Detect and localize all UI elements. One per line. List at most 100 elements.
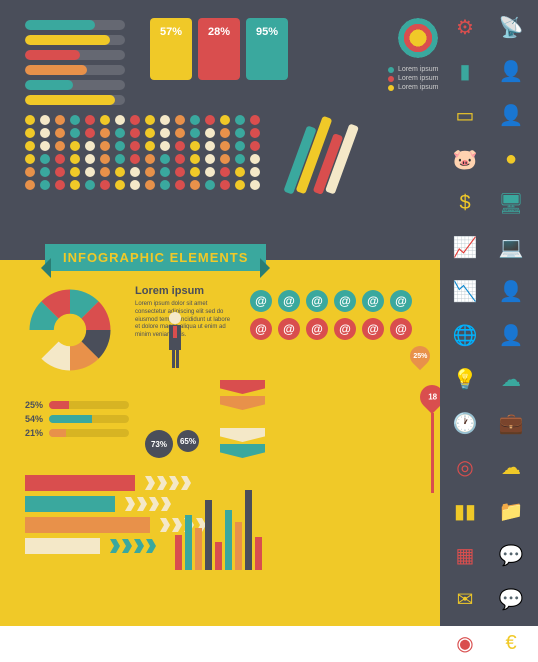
matrix-dot	[205, 167, 215, 177]
matrix-dot	[250, 167, 260, 177]
matrix-dot	[100, 115, 110, 125]
percent-bars: 25%54%21%	[25, 400, 129, 442]
matrix-dot	[130, 167, 140, 177]
person-icon: 👤	[492, 96, 530, 134]
matrix-dot	[55, 154, 65, 164]
businessman-icon	[160, 310, 190, 370]
at-icon: @	[278, 318, 300, 340]
matrix-dot	[70, 180, 80, 190]
infographic-canvas: 57%28%95% Lorem ipsumLorem ipsumLorem ip…	[0, 0, 538, 626]
matrix-dot	[85, 167, 95, 177]
matrix-dot	[100, 128, 110, 138]
dollar-icon: $	[446, 184, 484, 222]
matrix-dot	[160, 128, 170, 138]
matrix-dot	[205, 128, 215, 138]
matrix-dot	[100, 167, 110, 177]
matrix-dot	[40, 154, 50, 164]
matrix-dot	[250, 128, 260, 138]
hbar-item	[25, 95, 125, 105]
banner-text: INFOGRAPHIC ELEMENTS	[45, 244, 266, 271]
matrix-dot	[115, 141, 125, 151]
matrix-dot	[70, 115, 80, 125]
euro-icon: €	[492, 624, 530, 662]
matrix-dot	[160, 154, 170, 164]
aperture-donut	[25, 285, 115, 375]
matrix-dot	[145, 115, 155, 125]
matrix-dot	[85, 154, 95, 164]
chevron-stack	[220, 380, 265, 460]
at-icon: @	[362, 318, 384, 340]
at-icon: @	[334, 290, 356, 312]
matrix-dot	[205, 180, 215, 190]
wifi-icon: ◉	[446, 624, 484, 662]
matrix-dot	[25, 180, 35, 190]
chevron	[220, 380, 265, 394]
matrix-dot	[160, 180, 170, 190]
chevron	[220, 412, 265, 426]
matrix-dot	[205, 141, 215, 151]
matrix-dot	[130, 154, 140, 164]
at-icon: @	[306, 290, 328, 312]
bubble-icon: 💬	[492, 580, 530, 618]
folder-icon: 📁	[492, 492, 530, 530]
pct-bubble: 65%	[177, 430, 199, 452]
vbar	[255, 537, 262, 570]
matrix-dot	[25, 141, 35, 151]
matrix-dot	[40, 180, 50, 190]
matrix-dot	[190, 167, 200, 177]
matrix-dot	[205, 115, 215, 125]
horizontal-bars-chart	[25, 20, 125, 110]
matrix-dot	[220, 128, 230, 138]
matrix-dot	[175, 154, 185, 164]
matrix-dot	[160, 115, 170, 125]
at-icon: @	[250, 318, 272, 340]
at-icon: @	[390, 318, 412, 340]
matrix-dot	[160, 141, 170, 151]
at-icon: @	[362, 290, 384, 312]
calc-icon: ▦	[446, 536, 484, 574]
at-symbol-row: @@@@@@	[250, 318, 412, 340]
vertical-bars	[175, 480, 262, 570]
antenna-icon: 📡	[492, 8, 530, 46]
icon-grid-panel: ⚙📡▮👤▭👤🐷●$🖥📈💻📉👤🌐👤💡☁🕐💼◎☁▮▮📁▦💬✉💬◉€	[440, 0, 538, 626]
clock-icon: 🕐	[446, 404, 484, 442]
user-icon: 👤	[492, 52, 530, 90]
matrix-dot	[70, 154, 80, 164]
matrix-dot	[85, 128, 95, 138]
cloud-down-icon: ☁	[492, 448, 530, 486]
matrix-dot	[145, 167, 155, 177]
matrix-dot	[40, 141, 50, 151]
avatar-icon: 👤	[492, 272, 530, 310]
matrix-dot	[100, 180, 110, 190]
hbar-item	[25, 80, 125, 90]
at-symbol-row: @@@@@@	[250, 290, 412, 312]
matrix-dot	[250, 154, 260, 164]
gear-icon: ⚙	[446, 8, 484, 46]
matrix-dot	[115, 167, 125, 177]
chevron	[220, 428, 265, 442]
matrix-dot	[55, 128, 65, 138]
matrix-dot	[100, 154, 110, 164]
matrix-dot	[250, 115, 260, 125]
matrix-dot	[25, 128, 35, 138]
laptop-icon: 💻	[492, 228, 530, 266]
matrix-dot	[220, 115, 230, 125]
monitor-icon: 🖥	[492, 184, 530, 222]
tablet-icon: ▭	[446, 96, 484, 134]
piggy-icon: 🐷	[446, 140, 484, 178]
matrix-dot	[235, 141, 245, 151]
matrix-dot	[145, 154, 155, 164]
matrix-dot	[130, 141, 140, 151]
matrix-dot	[190, 154, 200, 164]
pct-card: 57%	[150, 18, 192, 80]
percent-cards: 57%28%95%	[150, 18, 288, 80]
globe-icon: 🌐	[446, 316, 484, 354]
chevron	[220, 396, 265, 410]
matrix-dot	[175, 141, 185, 151]
vbar	[175, 535, 182, 570]
matrix-dot	[175, 128, 185, 138]
matrix-dot	[220, 180, 230, 190]
matrix-dot	[40, 128, 50, 138]
matrix-dot	[40, 115, 50, 125]
vbar	[235, 522, 242, 570]
